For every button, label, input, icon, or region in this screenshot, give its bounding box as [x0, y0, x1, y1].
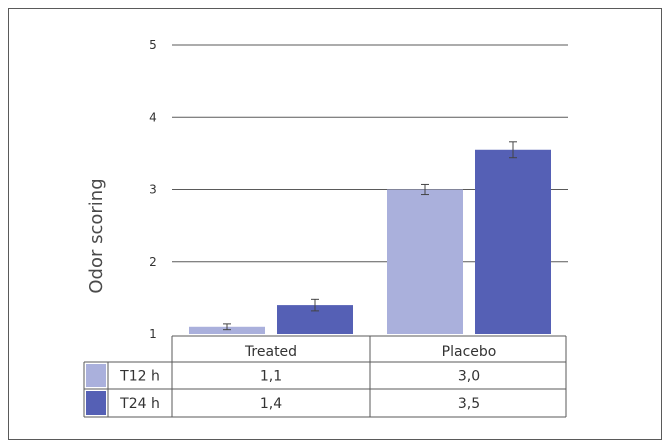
table-cell: 1,4: [260, 396, 282, 412]
y-tick-label: 4: [149, 110, 157, 124]
category-label: Placebo: [442, 344, 497, 360]
bar-t12h-placebo: [387, 189, 463, 334]
y-axis-ticks: 1 2 3 4 5: [149, 38, 157, 341]
y-tick-label: 3: [149, 183, 157, 197]
category-label: Treated: [244, 344, 297, 360]
data-table: Treated Placebo T12 h 1,1 3,0 T24 h 1,4 3,5: [83, 335, 567, 418]
error-bars: [223, 141, 517, 331]
table-cell: 1,1: [260, 369, 282, 385]
error-bar: [509, 141, 517, 159]
legend-swatch: [86, 391, 106, 415]
table-cell: 3,5: [458, 396, 480, 412]
error-bar: [311, 298, 319, 312]
legend-label: T12 h: [119, 369, 160, 385]
error-bar: [421, 183, 429, 196]
bar-t24h-placebo: [475, 149, 551, 334]
error-bar: [223, 323, 231, 331]
chart-frame: [8, 8, 662, 440]
legend-swatch: [86, 364, 106, 387]
y-tick-label: 5: [149, 38, 157, 52]
y-tick-label: 2: [149, 255, 157, 269]
bars: [189, 149, 551, 334]
y-axis-label: Odor scoring: [86, 178, 107, 293]
y-tick-label: 1: [149, 327, 157, 341]
legend-label: T24 h: [119, 396, 160, 412]
table-cell: 3,0: [458, 369, 480, 385]
bar-t12h-treated: [189, 326, 265, 334]
